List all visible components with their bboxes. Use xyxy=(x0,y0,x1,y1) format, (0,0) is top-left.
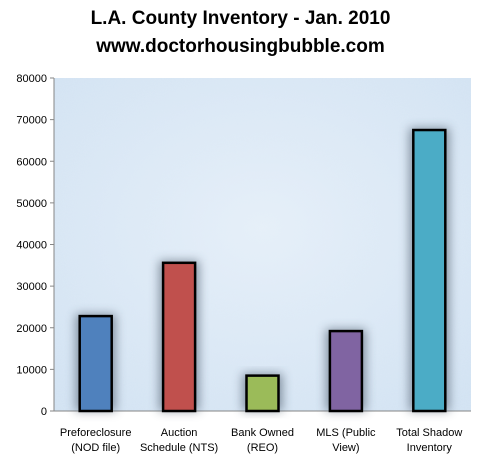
bar xyxy=(161,261,197,413)
x-tick-label: Total Shadow xyxy=(396,427,462,439)
bars xyxy=(75,128,450,413)
x-tick-label: MLS (Public xyxy=(316,427,376,439)
plot-area xyxy=(54,78,471,411)
bar xyxy=(78,314,113,413)
category-labels: Preforeclosure (NOD file) Auction Schedule … xyxy=(60,427,462,454)
chart-title: L.A. County Inventory - Jan. 2010 xyxy=(90,8,391,29)
x-tick-label: (REO) xyxy=(247,442,278,454)
y-tick-label: 10000 xyxy=(16,364,47,376)
x-tick-label: Schedule (NTS) xyxy=(140,442,218,454)
axes: 0 10000 20000 30000 40000 50000 60000 70000 8000… xyxy=(16,73,471,418)
bar xyxy=(328,329,364,413)
y-tick-label: 80000 xyxy=(16,73,47,85)
x-tick-label: Bank Owned xyxy=(231,427,294,439)
x-tick-label: Inventory xyxy=(407,442,453,454)
y-tick-label: 30000 xyxy=(16,281,47,293)
chart-subtitle: www.doctorhousingbubble.com xyxy=(96,36,385,57)
y-tick-label: 60000 xyxy=(16,156,47,168)
y-tick-label: 50000 xyxy=(16,198,47,210)
y-tick-label: 0 xyxy=(41,406,47,418)
y-tick-label: 70000 xyxy=(16,115,47,127)
y-tick-label: 40000 xyxy=(16,240,47,252)
y-tick-label: 20000 xyxy=(16,323,47,335)
x-tick-label: View) xyxy=(332,442,359,454)
bar xyxy=(412,128,447,413)
x-tick-label: Preforeclosure xyxy=(60,427,132,439)
x-tick-label: (NOD file) xyxy=(71,442,120,454)
x-tick-label: Auction xyxy=(161,427,198,439)
bar xyxy=(245,374,280,413)
